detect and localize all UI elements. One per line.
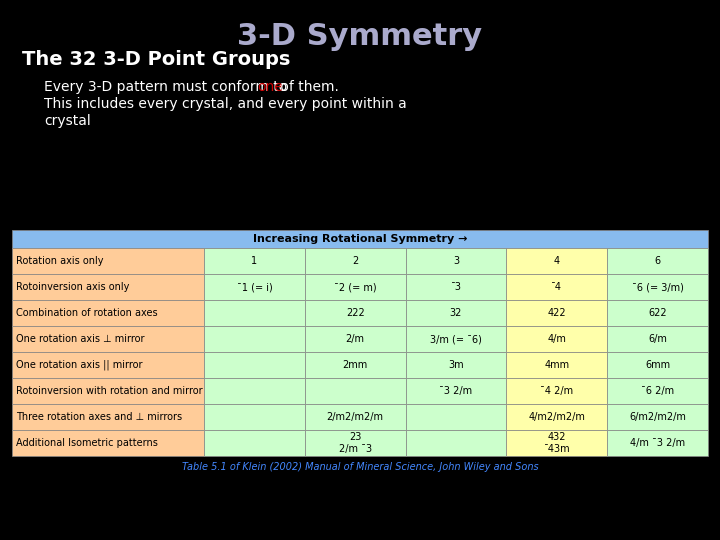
Bar — [405, 378, 506, 404]
Bar — [204, 300, 305, 326]
Text: one: one — [257, 80, 283, 94]
Text: ¯3 2/m: ¯3 2/m — [439, 386, 472, 396]
Text: 4: 4 — [554, 256, 560, 266]
Text: This includes every crystal, and every point within a: This includes every crystal, and every p… — [44, 97, 407, 111]
Bar — [506, 430, 607, 456]
Text: 23
2/m ¯3: 23 2/m ¯3 — [338, 432, 372, 454]
Bar — [405, 404, 506, 430]
Bar — [204, 430, 305, 456]
Bar — [405, 300, 506, 326]
Bar — [405, 430, 506, 456]
Text: One rotation axis || mirror: One rotation axis || mirror — [16, 360, 143, 370]
Text: 4/m2/m2/m: 4/m2/m2/m — [528, 412, 585, 422]
Text: 432
¯43m: 432 ¯43m — [544, 432, 570, 454]
Bar — [12, 404, 204, 430]
Bar — [305, 326, 405, 352]
Bar — [607, 300, 708, 326]
Bar — [12, 274, 204, 300]
Bar — [506, 352, 607, 378]
Text: The 32 3-D Point Groups: The 32 3-D Point Groups — [22, 50, 290, 69]
Bar — [12, 248, 204, 274]
Bar — [506, 326, 607, 352]
Text: ¯3: ¯3 — [451, 282, 462, 292]
Text: ¯6 2/m: ¯6 2/m — [641, 386, 674, 396]
Text: 422: 422 — [547, 308, 566, 318]
Text: 3: 3 — [453, 256, 459, 266]
Bar — [12, 378, 204, 404]
Bar — [305, 378, 405, 404]
Text: Table 5.1 of Klein (2002) Manual of Mineral Science, John Wiley and Sons: Table 5.1 of Klein (2002) Manual of Mine… — [181, 462, 539, 472]
Text: 3/m (= ¯6): 3/m (= ¯6) — [430, 334, 482, 344]
Text: One rotation axis ⊥ mirror: One rotation axis ⊥ mirror — [16, 334, 145, 344]
Text: Three rotation axes and ⊥ mirrors: Three rotation axes and ⊥ mirrors — [16, 412, 182, 422]
Bar — [607, 378, 708, 404]
Text: 6mm: 6mm — [645, 360, 670, 370]
Text: Increasing Rotational Symmetry →: Increasing Rotational Symmetry → — [253, 234, 467, 244]
Text: Every 3-D pattern must conform to: Every 3-D pattern must conform to — [44, 80, 292, 94]
Bar — [204, 352, 305, 378]
Text: 6/m2/m2/m: 6/m2/m2/m — [629, 412, 686, 422]
Bar — [506, 404, 607, 430]
Bar — [506, 274, 607, 300]
Bar — [607, 352, 708, 378]
Text: Additional Isometric patterns: Additional Isometric patterns — [16, 438, 158, 448]
Text: ¯2 (= m): ¯2 (= m) — [334, 282, 377, 292]
Text: 4/m: 4/m — [547, 334, 566, 344]
Text: 2/m2/m2/m: 2/m2/m2/m — [327, 412, 384, 422]
Bar — [607, 430, 708, 456]
Text: 3m: 3m — [448, 360, 464, 370]
Bar — [405, 274, 506, 300]
Bar — [607, 248, 708, 274]
Bar — [305, 404, 405, 430]
Text: Rotoinversion with rotation and mirror: Rotoinversion with rotation and mirror — [16, 386, 202, 396]
Text: 4/m ¯3 2/m: 4/m ¯3 2/m — [630, 438, 685, 448]
Text: of them.: of them. — [276, 80, 339, 94]
Text: Combination of rotation axes: Combination of rotation axes — [16, 308, 158, 318]
Text: ¯6 (= 3/m): ¯6 (= 3/m) — [631, 282, 683, 292]
Bar — [506, 300, 607, 326]
Bar — [405, 326, 506, 352]
Bar — [607, 404, 708, 430]
Bar — [204, 378, 305, 404]
Text: 6: 6 — [654, 256, 661, 266]
Text: ¯4 2/m: ¯4 2/m — [540, 386, 573, 396]
Bar — [305, 430, 405, 456]
Text: 2mm: 2mm — [343, 360, 368, 370]
Text: Rotation axis only: Rotation axis only — [16, 256, 104, 266]
Bar — [204, 404, 305, 430]
Text: 1: 1 — [251, 256, 258, 266]
Bar — [12, 430, 204, 456]
Text: 222: 222 — [346, 308, 364, 318]
Bar — [12, 230, 708, 248]
Text: 622: 622 — [648, 308, 667, 318]
Text: ¯1 (= i): ¯1 (= i) — [237, 282, 272, 292]
Text: 4mm: 4mm — [544, 360, 570, 370]
Bar — [305, 274, 405, 300]
Bar — [12, 326, 204, 352]
Text: Rotoinversion axis only: Rotoinversion axis only — [16, 282, 130, 292]
Bar — [405, 248, 506, 274]
Bar — [204, 326, 305, 352]
Text: 2/m: 2/m — [346, 334, 365, 344]
Bar — [305, 352, 405, 378]
Bar — [607, 326, 708, 352]
Bar — [204, 274, 305, 300]
Bar — [607, 274, 708, 300]
Bar — [204, 248, 305, 274]
Bar — [506, 378, 607, 404]
Text: 6/m: 6/m — [648, 334, 667, 344]
Bar — [12, 300, 204, 326]
Text: ¯4: ¯4 — [552, 282, 562, 292]
Text: crystal: crystal — [44, 114, 91, 128]
Text: 32: 32 — [450, 308, 462, 318]
Bar — [405, 352, 506, 378]
Bar — [12, 352, 204, 378]
Bar — [506, 248, 607, 274]
Bar — [305, 248, 405, 274]
Text: 3-D Symmetry: 3-D Symmetry — [238, 22, 482, 51]
Bar — [305, 300, 405, 326]
Text: 2: 2 — [352, 256, 359, 266]
